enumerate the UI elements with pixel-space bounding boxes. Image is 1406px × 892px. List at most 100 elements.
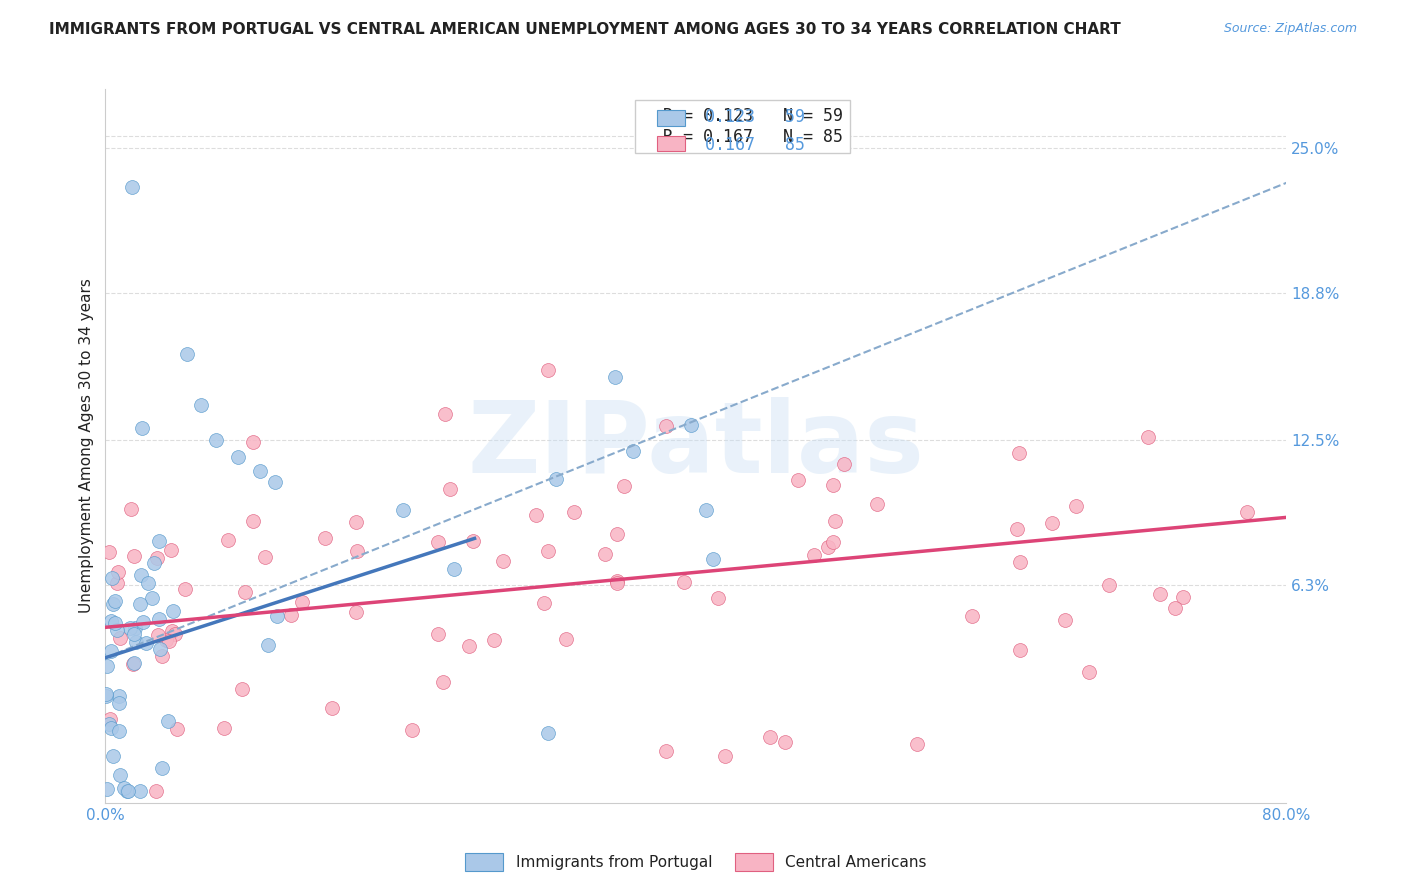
Point [103, 598, 125, 612]
Point [108, 690, 131, 704]
Point [344, 605, 367, 619]
Point [427, 535, 450, 549]
Point [280, 608, 302, 623]
Point [321, 701, 343, 715]
Point [108, 631, 131, 645]
Point [233, 584, 256, 599]
Point [787, 473, 810, 487]
Point [157, 714, 180, 728]
Point [962, 609, 984, 624]
Point [146, 628, 169, 642]
Point [821, 478, 844, 492]
Point [149, 642, 172, 657]
Point [110, 768, 132, 782]
Point [1010, 555, 1032, 569]
Point [562, 505, 585, 519]
Point [254, 549, 277, 564]
Point [190, 398, 212, 412]
Point [150, 649, 173, 664]
Point [759, 731, 782, 745]
Point [593, 547, 616, 561]
Point [1098, 578, 1121, 592]
Point [621, 444, 644, 458]
Point [122, 627, 145, 641]
Point [655, 419, 678, 434]
Point [122, 657, 145, 671]
Point [1008, 446, 1031, 460]
Point [291, 595, 314, 609]
Point [94, 687, 117, 701]
Point [104, 616, 127, 631]
Point [146, 550, 169, 565]
Point [613, 479, 636, 493]
Point [145, 784, 167, 798]
Point [554, 632, 576, 647]
Point [606, 575, 628, 590]
Point [217, 533, 239, 548]
Point [135, 635, 157, 649]
Point [803, 548, 825, 562]
Point [160, 624, 183, 638]
Y-axis label: Unemployment Among Ages 30 to 34 years: Unemployment Among Ages 30 to 34 years [79, 278, 94, 614]
Point [94, 689, 117, 703]
Point [96, 782, 118, 797]
Point [1236, 505, 1258, 519]
Point [824, 514, 846, 528]
Point [115, 784, 138, 798]
Text: 0.123   59: 0.123 59 [706, 109, 806, 127]
Point [461, 533, 484, 548]
Point [112, 781, 135, 796]
Point [132, 615, 155, 629]
Point [832, 457, 855, 471]
Point [492, 554, 515, 568]
Point [159, 543, 181, 558]
Point [162, 604, 184, 618]
Point [141, 591, 163, 605]
Point [121, 180, 143, 194]
Point [105, 575, 128, 590]
Point [242, 435, 264, 450]
Point [101, 749, 124, 764]
Point [107, 566, 129, 580]
Point [458, 639, 481, 653]
Point [426, 627, 449, 641]
Point [346, 544, 368, 558]
Point [439, 482, 461, 496]
Point [205, 433, 228, 447]
Point [264, 475, 287, 490]
Point [131, 421, 153, 435]
Point [242, 514, 264, 528]
Point [124, 621, 146, 635]
Point [905, 737, 928, 751]
Point [537, 543, 560, 558]
Point [391, 503, 413, 517]
Point [606, 574, 628, 589]
Text: 0.167   85: 0.167 85 [706, 136, 806, 153]
FancyBboxPatch shape [657, 110, 685, 126]
Point [606, 526, 628, 541]
Point [100, 644, 122, 658]
Point [1008, 643, 1031, 657]
Point [679, 418, 702, 433]
Point [401, 723, 423, 738]
Point [150, 761, 173, 775]
Point [1149, 587, 1171, 601]
Point [773, 735, 796, 749]
Point [714, 749, 737, 764]
Point [482, 632, 505, 647]
Point [120, 621, 142, 635]
Point [100, 614, 122, 628]
Point [120, 501, 142, 516]
Point [821, 535, 844, 549]
Point [314, 531, 336, 545]
Point [166, 723, 188, 737]
Point [266, 609, 288, 624]
Point [702, 552, 724, 566]
Point [1054, 613, 1077, 627]
Point [1171, 590, 1194, 604]
Point [129, 568, 152, 582]
Text: R = 0.123   N = 59
  R = 0.167   N = 85: R = 0.123 N = 59 R = 0.167 N = 85 [643, 107, 842, 145]
Point [695, 503, 717, 517]
Point [96, 659, 118, 673]
Point [155, 632, 177, 647]
